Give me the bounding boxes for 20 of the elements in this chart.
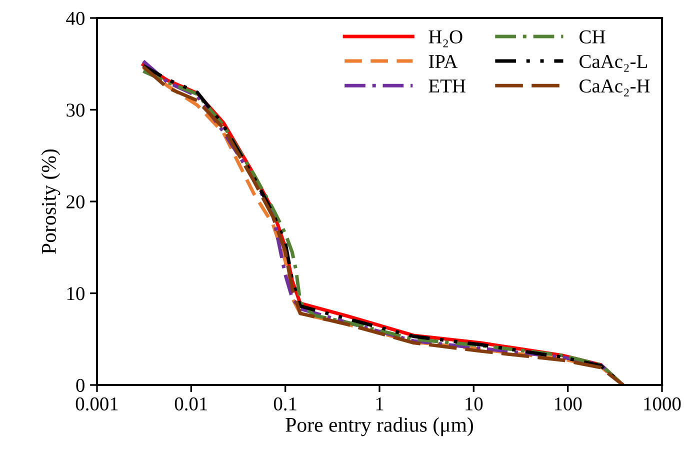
x-axis-title: Pore entry radius (μm) <box>286 417 473 436</box>
legend-label: IPA <box>428 55 458 68</box>
legend-label: ETH <box>428 80 466 92</box>
x-tick-label: 1 <box>376 397 384 410</box>
y-tick-label: 10 <box>67 287 84 300</box>
legend-label: H₂O <box>428 30 462 48</box>
x-tick-label: 10 <box>466 397 483 410</box>
y-axis-title: Porosity (%) <box>41 149 60 254</box>
y-tick-label: 0 <box>76 378 84 392</box>
legend-label: CaAc₂-L <box>580 54 647 72</box>
x-tick-label: 1000 <box>644 397 681 410</box>
legend-label: CH <box>580 30 606 44</box>
x-tick-label: 100 <box>554 397 582 410</box>
x-tick-label: 0.001 <box>76 397 118 411</box>
y-tick-label: 30 <box>66 104 84 117</box>
y-tick-label: 20 <box>66 195 84 208</box>
x-tick-label: 0.01 <box>174 397 208 411</box>
legend-label: CaAc₂-H <box>580 80 650 96</box>
x-tick-label: 0.1 <box>274 397 296 411</box>
y-tick-label: 40 <box>66 12 84 25</box>
